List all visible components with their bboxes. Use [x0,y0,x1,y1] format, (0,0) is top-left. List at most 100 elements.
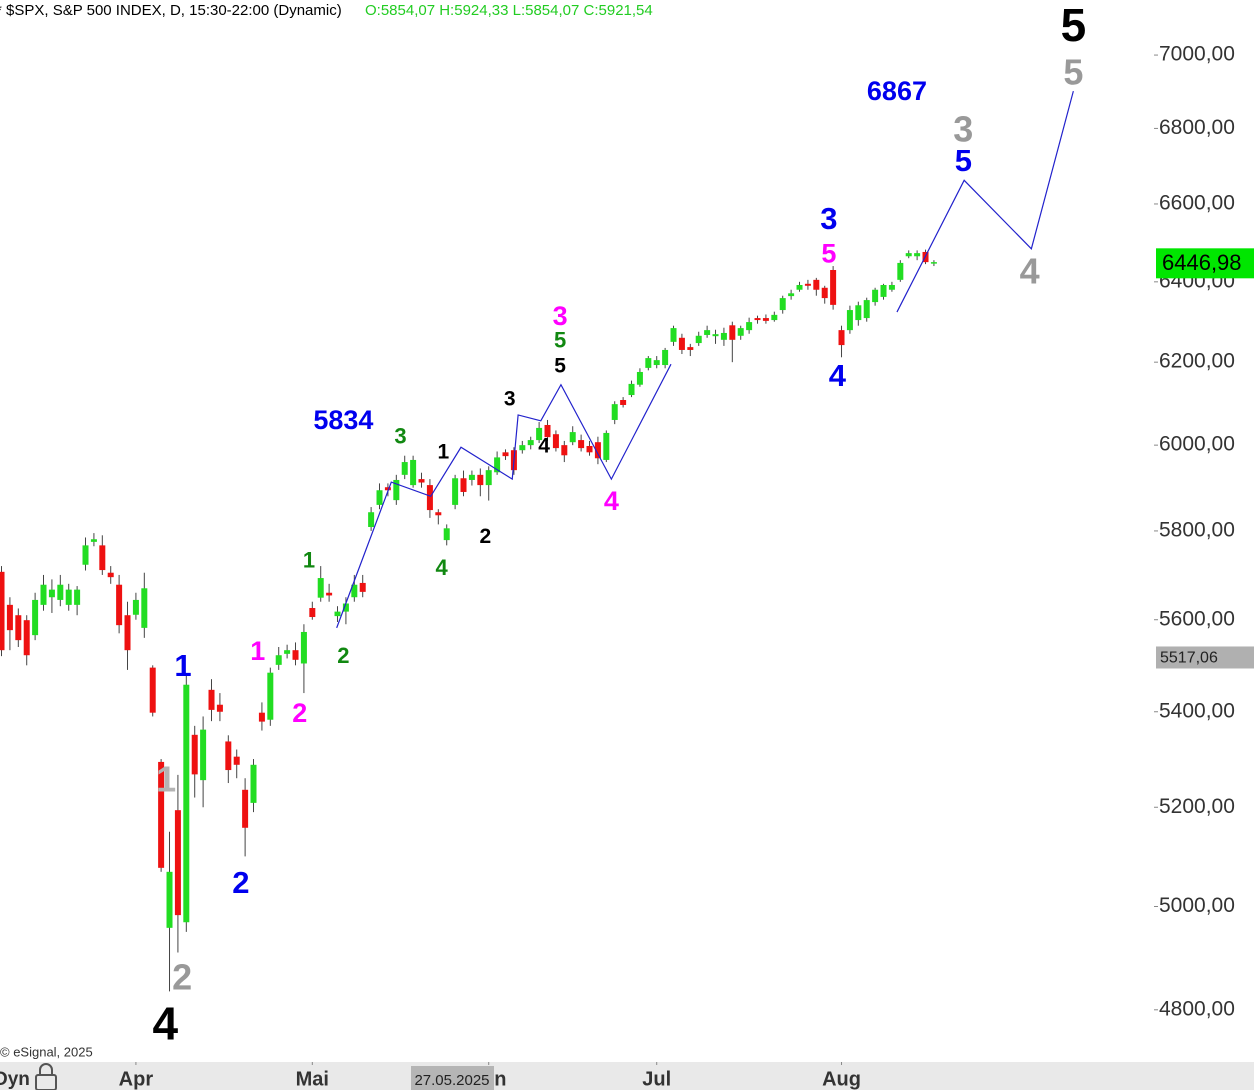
candle-body [804,283,811,286]
candle-body [317,578,324,598]
candle-body [746,322,753,331]
candle-body [779,298,786,311]
chart-title: $SPX, S&P 500 INDEX, D, 15:30-22:00 (Dyn… [6,2,342,19]
candle-body [561,445,568,456]
candle-body [90,539,97,542]
wave-label: 1 [250,636,265,666]
candle-body [250,764,257,803]
wave-label: 5 [1061,0,1087,51]
wave-label: 5 [1063,52,1083,93]
candle-body [48,589,55,598]
wave-label: 3 [820,201,837,236]
wave-label: 2 [232,865,249,900]
candle-body [300,631,307,664]
lock-body [35,1074,57,1090]
candle-body [275,655,282,665]
y-tick-label: 5600,00 [1159,607,1235,630]
candle-body [183,684,190,923]
candle-body [544,424,551,438]
y-tick-label: 5000,00 [1159,894,1235,917]
candle-body [846,310,853,331]
candle-body [494,457,501,473]
candle-body [401,462,408,475]
y-tick-label: 5200,00 [1159,795,1235,818]
wave-label: 1 [174,648,191,683]
candle-body [712,334,719,337]
y-tick-label: 5800,00 [1159,518,1235,541]
candle-body [368,512,375,528]
crosshair-date: 27.05.2025 [414,1072,489,1089]
candle-body [141,588,148,628]
y-tick-label: 6800,00 [1159,116,1235,139]
candle-body [687,347,694,350]
candle-body [359,582,366,592]
candle-body [284,650,291,654]
candle-body [737,328,744,336]
candle-body [32,599,39,636]
candle-body [267,672,274,720]
candle-body [670,328,677,342]
candle-body [216,704,223,712]
candle-body [628,383,635,396]
candle-body [468,474,475,480]
candle-body [393,479,400,501]
wave-label: 4 [538,435,550,458]
candle-body [116,584,123,626]
candle-body [838,330,845,346]
wave-label: 5834 [313,405,373,435]
header: * $SPX, S&P 500 INDEX, D, 15:30-22:00 (D… [0,2,653,19]
candle-body [603,432,610,460]
candle-body [477,474,484,486]
candle-body [15,615,22,641]
price-label-box [1156,646,1254,669]
candle-body [326,592,333,596]
candle-body [99,545,106,571]
candle-body [695,335,702,344]
x-tick-label: Aug [822,1068,861,1090]
wave-label: 1 [438,441,450,464]
y-tick-label: 5400,00 [1159,699,1235,722]
candle-body [830,269,837,305]
x-tick-label: Jul [642,1068,671,1090]
candle-body [74,589,81,605]
candle-body [720,332,727,340]
wave-label: 3 [953,108,973,149]
price-label-box [1156,248,1254,279]
candle-body [569,432,576,443]
candle-body [704,330,711,335]
candle-body [309,608,316,618]
candle-body [754,318,761,321]
y-tick-label: 4800,00 [1159,997,1235,1020]
candle-body [174,810,181,916]
candle-body [620,399,627,405]
wave-line [896,90,1074,313]
candle-body [586,445,593,453]
candle-body [351,584,358,598]
wave-label: 3 [553,301,568,331]
candle-body [6,604,13,631]
wave-label: 5 [554,355,566,378]
candle-body [813,279,820,290]
candle-body [872,289,879,303]
candle-body [485,470,492,486]
candle-body [771,314,778,321]
wave-label: 4 [1020,250,1040,291]
candle-body [149,667,156,713]
x-axis: AprMaiJunJulAug [119,1062,861,1090]
candle-body [552,434,559,449]
candle-body [65,589,72,605]
candle-body [23,620,30,656]
ohlc-readout: O:5854,07 H:5924,33 L:5854,07 C:5921,54 [365,2,653,19]
y-tick-label: 6000,00 [1159,433,1235,456]
candle-body [594,442,601,459]
x-axis-strip [0,1062,1254,1090]
x-tick-label: Mai [296,1068,329,1090]
candle-body [880,284,887,297]
wave-label: 4 [153,997,179,1049]
wave-label: 2 [480,525,492,548]
candle-body [82,545,89,565]
x-tick-label: Apr [119,1068,154,1090]
wave-label: 3 [394,424,406,449]
candle-body [762,318,769,321]
